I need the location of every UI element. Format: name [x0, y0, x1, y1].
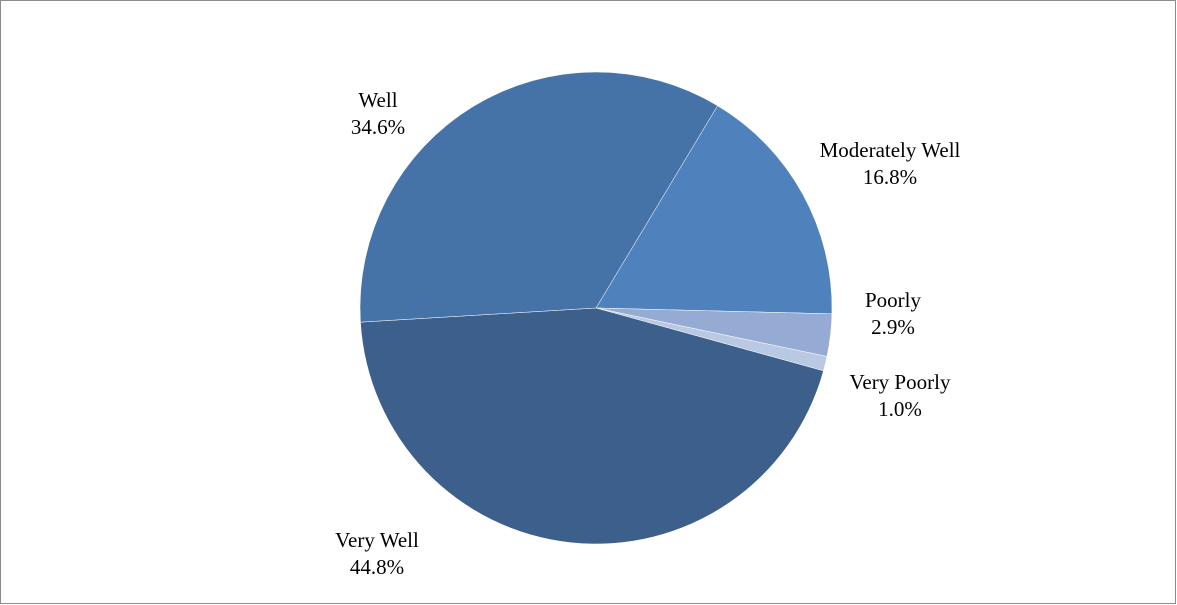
slice-value: 34.6%	[351, 115, 405, 139]
slice-label: Poorly	[865, 288, 922, 312]
slice-label: Very Poorly	[850, 370, 951, 394]
slice-label: Very Well	[335, 528, 419, 552]
slice-label: Moderately Well	[820, 138, 961, 162]
slice-value: 2.9%	[871, 315, 915, 339]
slice-value: 44.8%	[350, 555, 404, 579]
slice-value: 16.8%	[863, 165, 917, 189]
pie-slice	[359, 71, 718, 323]
pie-slice	[595, 105, 833, 315]
slice-value: 1.0%	[878, 397, 922, 421]
slice-label: Well	[358, 88, 397, 112]
pie-slice	[360, 307, 824, 545]
